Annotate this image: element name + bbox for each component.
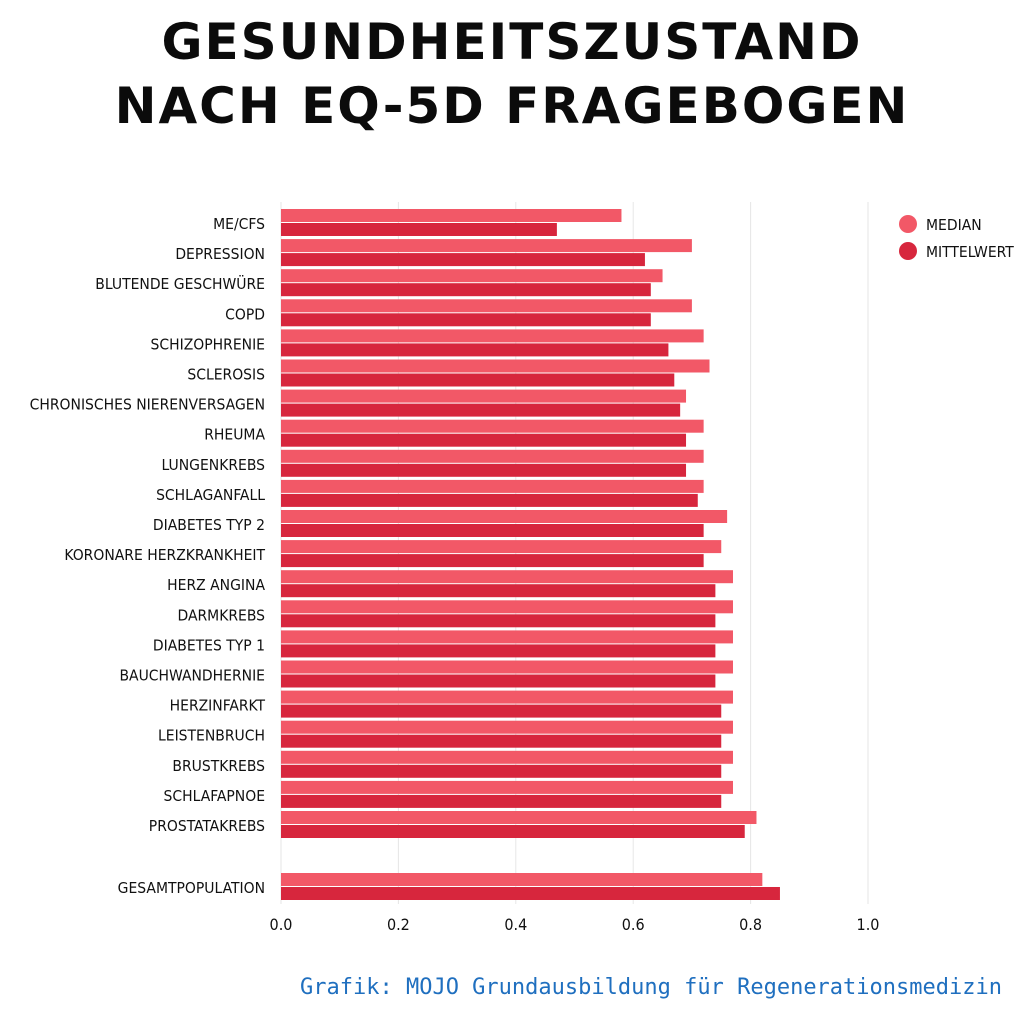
bar-mittelwert bbox=[281, 734, 722, 748]
legend-marker bbox=[899, 242, 917, 260]
bar-median bbox=[281, 600, 733, 614]
bar-mittelwert bbox=[281, 764, 722, 778]
x-tick-label: 0.4 bbox=[504, 915, 527, 934]
category-label: BLUTENDE GESCHWÜRE bbox=[95, 274, 265, 293]
category-label: SCHLAGANFALL bbox=[156, 486, 265, 504]
bar-mittelwert bbox=[281, 704, 722, 718]
x-tick-label: 0.0 bbox=[270, 915, 293, 934]
chart-title: GESUNDHEITSZUSTAND NACH EQ-5D FRAGEBOGEN bbox=[0, 10, 1024, 138]
category-label: SCHIZOPHRENIE bbox=[151, 335, 265, 353]
x-tick-label: 0.2 bbox=[387, 915, 410, 934]
category-label: SCHLAFAPNOE bbox=[164, 787, 266, 805]
legend-marker bbox=[899, 215, 917, 233]
bar-mittelwert bbox=[281, 825, 745, 838]
bar-mittelwert bbox=[281, 794, 722, 808]
category-label: BRUSTKREBS bbox=[172, 757, 265, 775]
category-label: RHEUMA bbox=[204, 426, 265, 444]
category-label: CHRONISCHES NIERENVERSAGEN bbox=[30, 396, 265, 414]
category-label: COPD bbox=[225, 305, 265, 323]
bar-mittelwert bbox=[281, 463, 687, 477]
title-line-2: NACH EQ-5D FRAGEBOGEN bbox=[114, 77, 910, 135]
bar-median bbox=[281, 540, 722, 554]
title-line-1: GESUNDHEITSZUSTAND bbox=[161, 13, 863, 71]
bar-median bbox=[281, 269, 663, 283]
bar-median bbox=[281, 299, 692, 313]
bar-median bbox=[281, 449, 704, 463]
category-label: HERZ ANGINA bbox=[167, 576, 265, 594]
category-label: KORONARE HERZKRANKHEIT bbox=[64, 546, 265, 564]
bar-mittelwert bbox=[281, 343, 669, 357]
bar-median bbox=[281, 750, 733, 764]
bar-median bbox=[281, 690, 733, 704]
bar-mittelwert bbox=[281, 584, 716, 598]
bar-mittelwert bbox=[281, 403, 681, 417]
category-label: HERZINFARKT bbox=[170, 697, 266, 715]
category-label: LEISTENBRUCH bbox=[158, 727, 265, 745]
category-label: BAUCHWANDHERNIE bbox=[119, 667, 265, 685]
bar-median bbox=[281, 389, 687, 403]
bar-median bbox=[281, 811, 757, 824]
category-label: SCLEROSIS bbox=[187, 366, 265, 384]
bar-median bbox=[281, 209, 622, 222]
bar-mittelwert bbox=[281, 493, 698, 507]
bar-mittelwert bbox=[281, 223, 557, 236]
category-label: PROSTATAKREBS bbox=[149, 817, 265, 835]
category-label: ME/CFS bbox=[213, 215, 265, 233]
bar-mittelwert bbox=[281, 373, 675, 387]
bar-mittelwert bbox=[281, 283, 651, 297]
category-label: DIABETES TYP 1 bbox=[153, 636, 265, 654]
category-label: DIABETES TYP 2 bbox=[153, 516, 265, 534]
bar-mittelwert bbox=[281, 313, 651, 327]
category-label: LUNGENKREBS bbox=[162, 456, 266, 474]
category-label: DEPRESSION bbox=[175, 245, 265, 263]
bar-median bbox=[281, 419, 704, 433]
bar-median bbox=[281, 660, 733, 674]
bar-median bbox=[281, 239, 692, 253]
bar-median bbox=[281, 873, 763, 886]
bar-mittelwert bbox=[281, 674, 716, 688]
bar-median bbox=[281, 359, 710, 373]
bar-mittelwert bbox=[281, 253, 645, 267]
credit-text: Grafik: MOJO Grundausbildung für Regener… bbox=[300, 975, 1002, 1000]
bar-mittelwert bbox=[281, 524, 704, 537]
bar-median bbox=[281, 510, 728, 523]
bar-mittelwert bbox=[281, 433, 687, 447]
x-tick-label: 0.6 bbox=[622, 915, 645, 934]
legend-label: MEDIAN bbox=[926, 216, 982, 234]
bar-median bbox=[281, 329, 704, 343]
category-label: GESAMTPOPULATION bbox=[118, 879, 265, 897]
bar-median bbox=[281, 479, 704, 493]
bar-mittelwert bbox=[281, 614, 716, 628]
bar-mittelwert bbox=[281, 644, 716, 658]
bar-median bbox=[281, 630, 733, 644]
bar-median bbox=[281, 780, 733, 794]
legend-label: MITTELWERT bbox=[926, 243, 1014, 261]
x-tick-label: 1.0 bbox=[857, 915, 880, 934]
category-label: DARMKREBS bbox=[177, 606, 265, 624]
bar-mittelwert bbox=[281, 887, 780, 900]
bar-mittelwert bbox=[281, 554, 704, 568]
bar-median bbox=[281, 720, 733, 734]
x-tick-label: 0.8 bbox=[739, 915, 762, 934]
bar-median bbox=[281, 570, 733, 584]
